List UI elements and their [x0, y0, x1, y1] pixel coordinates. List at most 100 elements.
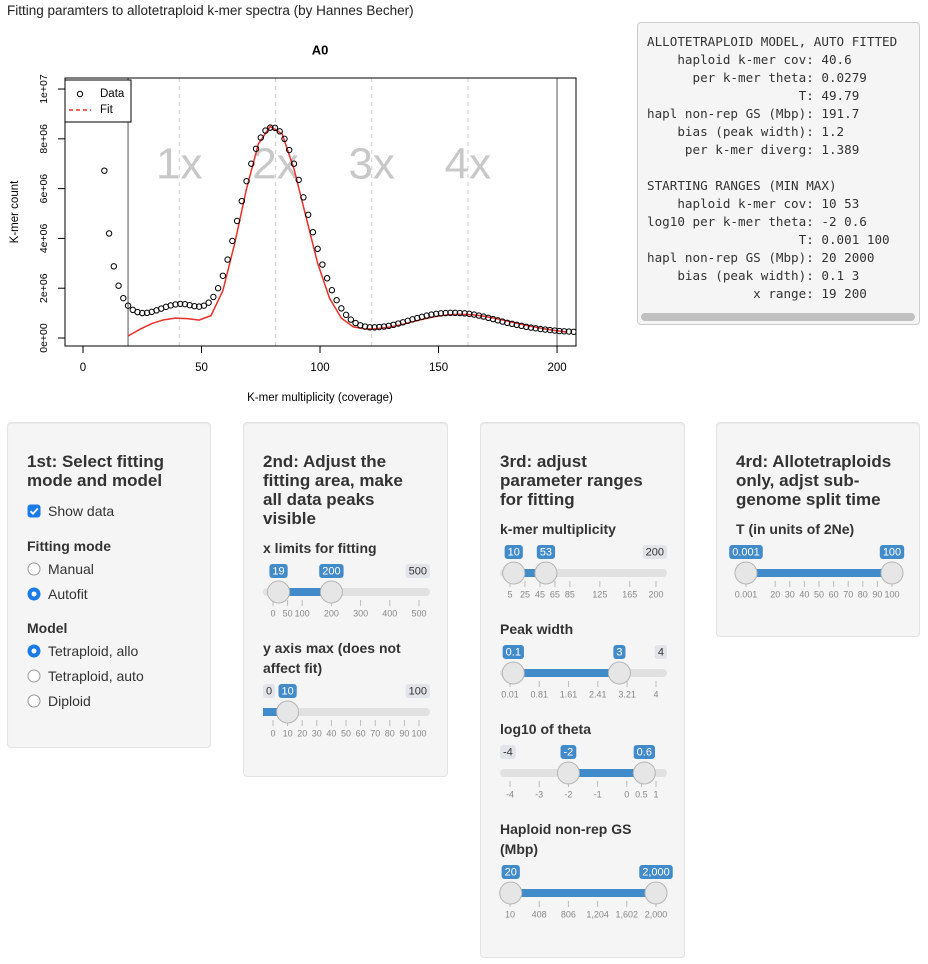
grid-label: 50 — [814, 589, 824, 599]
data-point — [167, 302, 174, 309]
badge-text: 3 — [616, 646, 622, 658]
data-point — [271, 124, 279, 132]
data-point — [570, 328, 576, 335]
radio[interactable] — [27, 694, 41, 708]
grid-label: 10 — [505, 909, 515, 919]
y-tick-label: 8e+06 — [38, 124, 50, 154]
data-point — [286, 146, 293, 154]
grid-label: 125 — [592, 589, 607, 599]
slider-handle[interactable] — [734, 561, 758, 585]
slider-handle[interactable] — [556, 761, 580, 785]
checkbox[interactable] — [27, 504, 41, 518]
data-point — [124, 302, 132, 309]
radio-option[interactable]: Tetraploid, auto — [27, 663, 210, 688]
data-point — [309, 228, 317, 236]
slider-handle[interactable] — [534, 561, 558, 585]
grid-label: 40 — [326, 728, 336, 738]
grid-label: 85 — [565, 589, 575, 599]
x-axis-label: K-mer multiplicity (coverage) — [247, 392, 393, 404]
slider-badge: 3 — [613, 645, 626, 659]
grid-label: 4 — [653, 689, 658, 699]
grid-label: 45 — [535, 589, 545, 599]
slider-handle[interactable] — [607, 661, 631, 685]
grid-label: 80 — [858, 589, 868, 599]
slider-bar — [263, 708, 288, 716]
slider-handle[interactable] — [644, 881, 668, 905]
model-output: ALLOTETRAPLOID MODEL, AUTO FITTED haploi… — [637, 22, 920, 325]
data-point — [513, 321, 520, 329]
badge-bg — [504, 545, 523, 559]
badge-bg — [560, 745, 577, 759]
slider-label: Haploid non-rep GS (Mbp) — [500, 821, 632, 857]
radio-option[interactable]: Autofit — [27, 581, 210, 606]
panel: 4rd: Allotetraploids only, adjst sub-gen… — [716, 422, 920, 637]
data-point — [376, 323, 383, 331]
data-point — [361, 323, 369, 330]
data-point — [466, 310, 473, 318]
scrollbar[interactable] — [641, 313, 915, 321]
slider-handle[interactable] — [276, 700, 300, 724]
ranges-block: STARTING RANGES (MIN MAX) haploid k-mer … — [647, 177, 919, 303]
slider-badge: 4 — [654, 645, 667, 659]
slider-badge: -4 — [500, 745, 516, 759]
output-line: ALLOTETRAPLOID MODEL, AUTO FITTED — [647, 34, 898, 49]
grid-label: 65 — [550, 589, 560, 599]
slider-handle[interactable] — [499, 881, 523, 905]
badge-text: 4 — [658, 646, 664, 658]
slider-handle[interactable] — [501, 661, 525, 685]
output-line: haploid k-mer cov: 10 53 — [647, 196, 860, 211]
slider-handle[interactable] — [267, 580, 291, 604]
grid-label: 50 — [283, 608, 293, 618]
peak-label: 4x — [445, 140, 491, 189]
data-point — [172, 301, 179, 308]
data-point — [380, 323, 388, 330]
data-point — [437, 310, 445, 317]
data-point — [456, 309, 464, 317]
legend-label: Data — [100, 88, 125, 100]
badge-text: 200 — [646, 546, 664, 558]
badge-text: 100 — [883, 546, 901, 558]
slider: 4 0.01 0.81 1.61 2.41 3.21 4 0.1 3 — [500, 645, 667, 699]
radio[interactable] — [27, 669, 41, 683]
grid-label: 300 — [353, 608, 368, 618]
grid-label: 70 — [843, 589, 853, 599]
grid-label: 100 — [295, 608, 310, 618]
data-point — [110, 263, 118, 270]
radio-outer — [27, 669, 41, 682]
grid-label: 3.21 — [618, 689, 636, 699]
badge-text: 20 — [505, 866, 517, 878]
data-point — [267, 124, 274, 131]
badge-text: -4 — [503, 746, 513, 758]
grid-label: 0 — [624, 789, 629, 799]
grid-label: 1,204 — [586, 909, 609, 919]
radio[interactable] — [27, 587, 41, 601]
badge-bg — [405, 564, 430, 578]
radio-group-label: Fitting mode — [27, 538, 111, 554]
radio-option[interactable]: Tetraploid, allo — [27, 638, 210, 663]
legend-label: Fit — [100, 104, 114, 116]
grid-label: 0.001 — [735, 589, 758, 599]
slider-badge: 0.001 — [729, 545, 763, 559]
slider-handle[interactable] — [502, 561, 526, 585]
data-point — [342, 311, 350, 319]
grid-label: 20 — [297, 728, 307, 738]
radio[interactable] — [27, 562, 41, 576]
slider-bar — [513, 669, 620, 677]
data-point — [451, 309, 459, 317]
checkbox-row[interactable]: Show data — [27, 500, 210, 522]
model-block: ALLOTETRAPLOID MODEL, AUTO FITTED haploi… — [647, 33, 919, 159]
slider-handle[interactable] — [880, 561, 904, 585]
output-line: T: 49.79 — [647, 88, 860, 103]
grid-label: 0.01 — [501, 689, 519, 699]
radio-option[interactable]: Diploid — [27, 688, 210, 713]
radio-option[interactable]: Manual — [27, 556, 210, 581]
chart: A0 K-mer multiplicity (coverage) K-mer c… — [9, 42, 577, 404]
plot-frame — [64, 77, 577, 347]
data-point — [101, 167, 108, 174]
slider-handle[interactable] — [632, 761, 656, 785]
radio[interactable] — [27, 644, 41, 658]
chart-title: A0 — [312, 42, 329, 57]
slider-label: Peak width — [500, 621, 574, 637]
slider-handle[interactable] — [319, 580, 343, 604]
